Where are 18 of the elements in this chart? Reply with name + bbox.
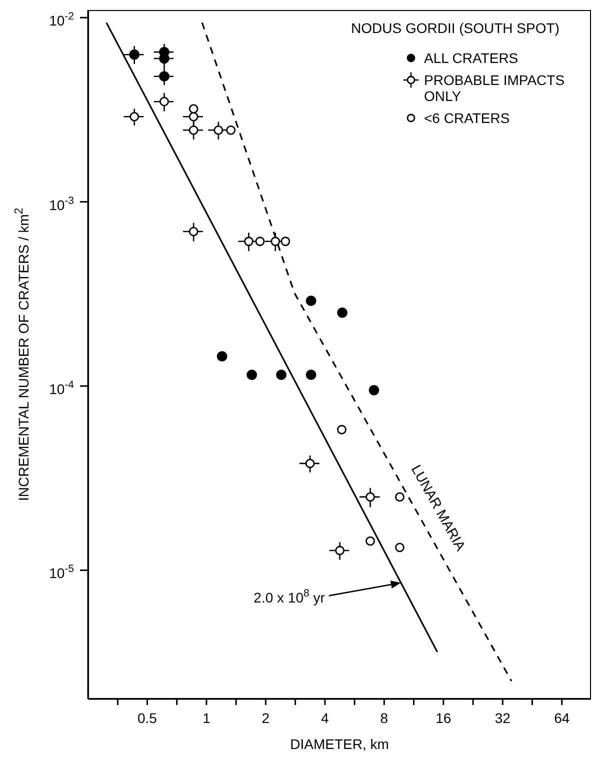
legend-label: PROBABLE IMPACTS ONLY xyxy=(424,72,566,104)
legend-label: <6 CRATERS xyxy=(424,110,510,126)
y-tick-label: 10$^{-5}$ xyxy=(49,563,74,582)
x-axis-title: DIAMETER, km xyxy=(289,736,390,752)
x-tick-label: 64 xyxy=(554,710,570,726)
y-tick-label: 10$^{-4}$ xyxy=(49,379,74,398)
annotation: 2.0 x 10$^{8}$ yr xyxy=(254,588,326,606)
x-tick-label: 1 xyxy=(202,710,211,726)
x-tick-label: 8 xyxy=(380,710,388,726)
x-tick-label: 16 xyxy=(436,710,452,726)
x-tick-label: 32 xyxy=(494,710,511,726)
x-tick-label: 2 xyxy=(262,710,270,726)
text: NODUS GORDII (SOUTH SPOT) xyxy=(351,20,560,36)
legend-label: ALL CRATERS xyxy=(424,50,518,66)
x-tick-label: 4 xyxy=(321,710,330,726)
y-tick-label: 10$^{-3}$ xyxy=(49,194,74,213)
x-tick-label: 0.5 xyxy=(138,710,158,726)
y-tick-label: 10$^{-2}$ xyxy=(49,10,74,29)
